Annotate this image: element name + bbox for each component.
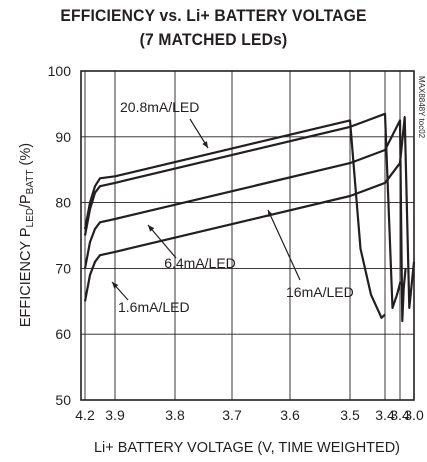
y-axis-label: EFFICIENCY PLED/PBATT (%) [18, 143, 36, 327]
y-tick-label: 60 [55, 326, 71, 342]
x-tick-label: 3.9 [105, 407, 125, 423]
x-tick-label: 3.8 [165, 407, 185, 423]
x-tick-label: 3.7 [222, 407, 242, 423]
x-tick-label: 4.2 [75, 407, 95, 423]
series-line [85, 117, 414, 308]
y-tick-label: 50 [55, 392, 71, 408]
watermark-text: MAX8848Y toc02 [417, 76, 426, 139]
x-tick-label: 3.5 [340, 407, 360, 423]
annotation-label: 1.6mA/LED [118, 299, 190, 315]
y-axis-ticks: 50 60 70 80 90 100 [48, 63, 72, 408]
x-tick-label: 3.6 [280, 407, 300, 423]
annotation-leader [148, 225, 176, 258]
series-line [85, 114, 401, 308]
annotation-label: 16mA/LED [286, 284, 354, 300]
y-tick-label: 90 [55, 129, 71, 145]
x-axis-label: Li+ BATTERY VOLTAGE (V, TIME WEIGHTED) [94, 440, 400, 456]
grid-lines [81, 71, 414, 400]
annotation-leader [268, 210, 300, 280]
x-axis-ticks: 4.2 3.9 3.8 3.7 3.6 3.5 3.43.43.0 [75, 407, 424, 423]
annotation-label: 20.8mA/LED [120, 99, 199, 115]
annotation-arrowhead [202, 141, 208, 148]
x-tick-label: 3.0 [404, 407, 424, 423]
plot-frame [81, 71, 414, 400]
y-tick-label: 100 [48, 63, 72, 79]
y-tick-label: 70 [55, 260, 71, 276]
data-series [85, 114, 414, 321]
y-tick-label: 80 [55, 195, 71, 211]
